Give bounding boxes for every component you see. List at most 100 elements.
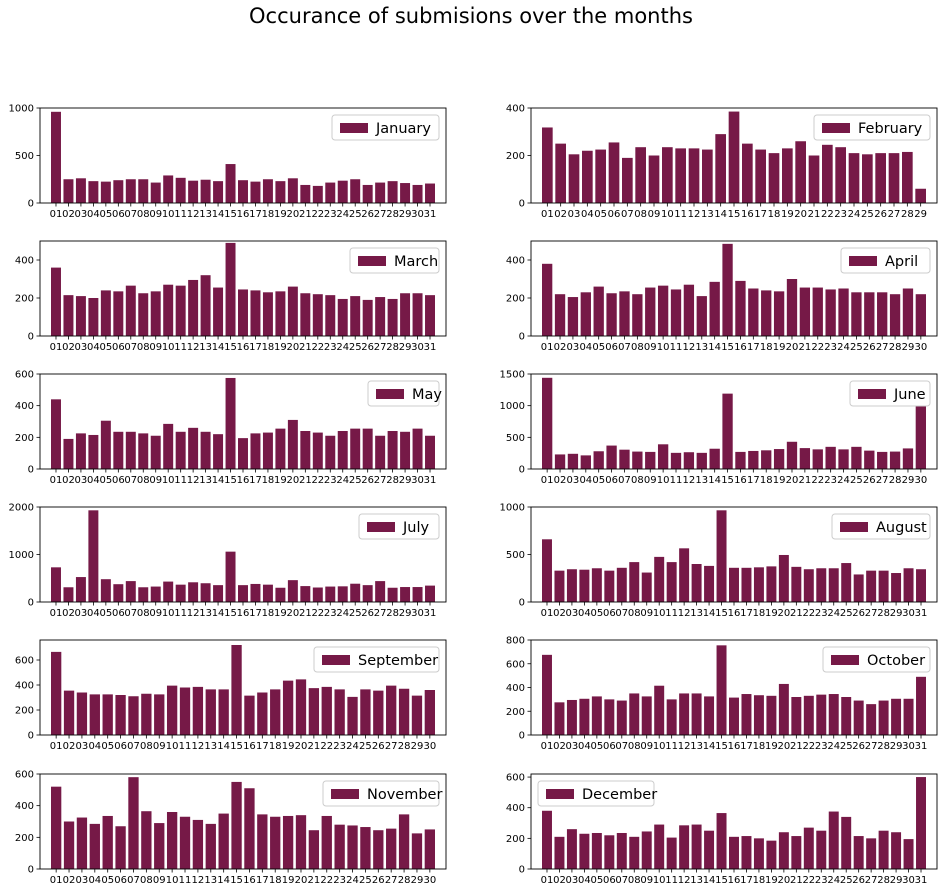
x-tick-label: 14	[703, 741, 716, 752]
x-tick-label: 25	[840, 741, 853, 752]
x-tick-label: 13	[204, 741, 217, 752]
x-tick-label: 28	[386, 608, 399, 619]
bar-26	[362, 299, 373, 336]
bar-11	[175, 177, 186, 203]
legend-box	[331, 114, 440, 141]
bar-02	[63, 690, 75, 736]
bar-02	[63, 295, 74, 336]
legend-box	[349, 247, 440, 274]
bar-08	[632, 294, 643, 336]
x-tick-label: 30	[423, 741, 436, 752]
bar-20	[778, 683, 789, 735]
y-tick-label: 200	[506, 834, 525, 845]
bar-08	[138, 587, 149, 602]
x-tick-label: 18	[262, 342, 275, 353]
bar-23	[325, 295, 336, 336]
x-tick-label: 06	[114, 875, 127, 886]
x-tick-label: 19	[765, 741, 778, 752]
x-tick-label: 11	[174, 342, 187, 353]
y-tick-label: 500	[506, 433, 525, 444]
bar-17	[741, 836, 752, 869]
bar-12	[188, 180, 199, 203]
x-tick-label: 21	[808, 209, 821, 220]
y-tick-label: 200	[506, 707, 525, 718]
bar-26	[853, 574, 864, 602]
bar-25	[841, 563, 852, 602]
x-tick-label: 06	[603, 875, 616, 886]
x-tick-label: 09	[648, 209, 661, 220]
bar-14	[213, 434, 224, 469]
bar-28	[902, 151, 913, 203]
legend: March	[349, 247, 440, 274]
bar-11	[175, 431, 186, 469]
bar-03	[566, 699, 577, 735]
bar-16	[729, 567, 739, 602]
x-tick-label: 25	[349, 608, 362, 619]
legend-label: July	[402, 520, 429, 536]
bar-06	[115, 826, 126, 869]
bar-21	[300, 431, 311, 469]
bar-01	[542, 127, 553, 203]
bar-25	[350, 179, 361, 203]
y-tick-label: 200	[15, 433, 34, 444]
x-tick-label: 14	[714, 209, 727, 220]
bar-14	[704, 565, 715, 602]
x-tick-label: 24	[336, 475, 349, 486]
bar-03	[76, 692, 88, 735]
x-tick-label: 16	[728, 875, 741, 886]
bar-04	[89, 823, 100, 870]
bar-10	[654, 556, 665, 603]
bar-02	[554, 294, 566, 336]
bar-09	[648, 155, 660, 203]
x-tick-label: 26	[863, 475, 876, 486]
x-tick-label: 11	[674, 209, 687, 220]
legend-box	[322, 780, 440, 807]
bar-14	[704, 696, 715, 735]
axes-frame	[530, 373, 938, 470]
bar-23	[816, 830, 827, 869]
x-tick-label: 20	[295, 741, 308, 752]
bar-01	[51, 267, 61, 336]
x-tick-label: 13	[204, 875, 217, 886]
x-tick-label: 16	[237, 209, 250, 220]
bar-11	[179, 687, 191, 735]
legend-swatch	[358, 256, 386, 266]
bar-25	[851, 292, 862, 336]
x-tick-label: 21	[299, 608, 312, 619]
bar-21	[808, 155, 820, 203]
x-tick-label: 23	[824, 342, 837, 353]
chart-panel-november: 01 02 03 04 05 06 07 08 09 10 11 12 13 14 15 16 17 18 19 20…	[15, 770, 447, 886]
bar-27	[375, 182, 386, 203]
bar-26	[362, 428, 373, 470]
x-tick-label: 28	[877, 741, 890, 752]
bar-04	[580, 455, 591, 469]
bar-30	[424, 690, 435, 735]
bar-14	[213, 287, 224, 336]
x-tick-label: 23	[824, 475, 837, 486]
bar-07	[125, 179, 136, 203]
bar-13	[691, 564, 702, 602]
bar-15	[728, 111, 740, 203]
bar-06	[113, 431, 124, 469]
bar-27	[866, 704, 877, 736]
bar-20	[287, 178, 298, 203]
bar-19	[773, 449, 785, 469]
bar-01	[51, 567, 61, 602]
bar-13	[691, 824, 702, 869]
bar-27	[877, 292, 888, 336]
y-tick-label: 400	[506, 803, 525, 814]
bar-15	[716, 510, 727, 602]
bar-16	[735, 451, 746, 469]
x-tick-label: 19	[765, 875, 778, 886]
x-tick-label: 26	[361, 608, 374, 619]
bar-16	[729, 697, 739, 735]
x-tick-label: 26	[361, 475, 374, 486]
bar-05	[100, 290, 111, 336]
x-tick-label: 01	[541, 608, 554, 619]
legend: January	[331, 114, 440, 141]
x-tick-label: 10	[657, 475, 670, 486]
bar-29	[400, 431, 411, 469]
x-tick-label: 28	[398, 741, 411, 752]
bar-05	[102, 815, 113, 869]
y-tick-label: 600	[506, 773, 525, 784]
